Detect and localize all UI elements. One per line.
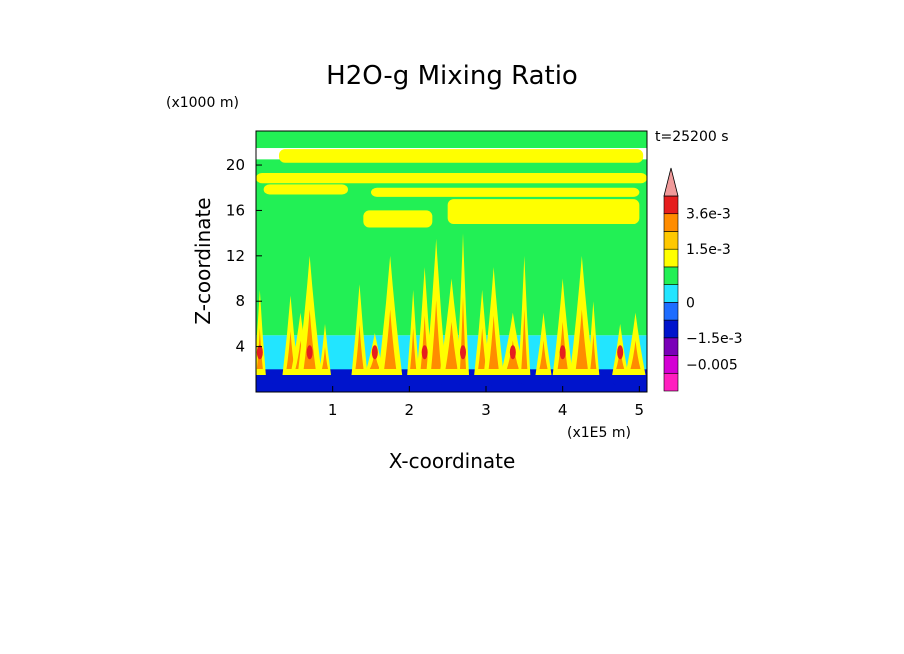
colorbar-label: 3.6e-3 xyxy=(686,207,731,223)
colorbar-label: −1.5e-3 xyxy=(686,331,743,347)
moist-plume-core xyxy=(303,309,316,369)
chart-title: H2O-g Mixing Ratio xyxy=(326,61,578,91)
moist-plume-core xyxy=(590,334,597,369)
colorbar-segment xyxy=(663,213,679,232)
moist-plume-core xyxy=(369,351,380,369)
colorbar-label: −0.005 xyxy=(686,357,738,373)
moist-plume-core xyxy=(322,346,328,369)
upper-moist-band xyxy=(447,199,640,225)
moist-plume-core xyxy=(445,321,458,369)
upper-moist-band xyxy=(363,210,433,228)
moist-plume-core xyxy=(410,328,417,369)
moist-plume-core xyxy=(431,300,442,369)
surface-dry-blob xyxy=(326,370,355,387)
moist-plume-peak xyxy=(509,345,516,360)
contour-field xyxy=(256,131,647,392)
moist-plume-core xyxy=(521,309,528,369)
layer-top xyxy=(256,131,647,149)
moist-plume-core xyxy=(575,309,588,369)
x-axis-label: X-coordinate xyxy=(389,449,516,473)
x-tick-label: 5 xyxy=(635,401,645,419)
upper-moist-band xyxy=(371,187,640,197)
moist-plume-core xyxy=(478,328,487,369)
colorbar-segment xyxy=(663,248,679,268)
moist-plume-peak xyxy=(371,345,378,360)
moist-plume-core xyxy=(488,315,499,369)
colorbar-segment xyxy=(663,302,679,321)
moist-plume-peak xyxy=(460,345,466,360)
moist-plume-peak xyxy=(421,345,428,360)
x-tick-label: 3 xyxy=(481,401,491,419)
colorbar-segment xyxy=(663,284,679,303)
y-tick-label: 16 xyxy=(226,201,245,219)
moist-plume-core xyxy=(630,340,641,369)
time-label: t=25200 s xyxy=(655,129,729,145)
colorbar-segment xyxy=(663,231,679,250)
moist-plume-core xyxy=(355,325,364,369)
moist-plume-core xyxy=(384,309,397,369)
colorbar-segment xyxy=(663,319,679,339)
x-unit-label: (x1E5 m) xyxy=(567,425,631,441)
colorbar-segment xyxy=(663,355,679,374)
moist-plume-peak xyxy=(306,345,313,360)
colorbar-label: 0 xyxy=(686,295,695,311)
moist-plume-peak xyxy=(256,345,263,360)
colorbar-segment xyxy=(663,266,679,285)
moist-plume-core xyxy=(539,340,548,369)
moist-plume-core xyxy=(286,331,295,369)
plot-frame xyxy=(255,130,648,393)
upper-moist-band xyxy=(256,172,647,184)
x-tick-label: 1 xyxy=(328,401,338,419)
colorbar-segment xyxy=(663,337,679,356)
upper-moist-band xyxy=(279,149,644,163)
y-unit-label: (x1000 m) xyxy=(166,95,239,111)
colorbar-segment xyxy=(663,372,679,392)
moist-plume-peak xyxy=(617,345,624,360)
y-axis-label: Z-coordinate xyxy=(191,197,215,324)
x-tick-label: 2 xyxy=(405,401,415,419)
x-axis: 1 2 3 4 5 xyxy=(328,386,644,419)
y-tick-label: 8 xyxy=(235,292,245,310)
upper-moist-band xyxy=(263,184,348,195)
y-tick-label: 4 xyxy=(235,338,245,356)
colorbar: 3.6e-3 1.5e-3 0 −1.5e-3 −0.005 xyxy=(663,167,743,392)
colorbar-label: 1.5e-3 xyxy=(686,242,731,258)
y-tick-label: 12 xyxy=(226,247,245,265)
x-tick-label: 4 xyxy=(558,401,568,419)
y-tick-label: 20 xyxy=(226,156,245,174)
y-axis: 4 8 12 16 20 xyxy=(226,156,262,356)
colorbar-segment xyxy=(663,195,679,215)
colorbar-extend-triangle xyxy=(663,167,679,197)
moist-plume-peak xyxy=(559,345,566,360)
